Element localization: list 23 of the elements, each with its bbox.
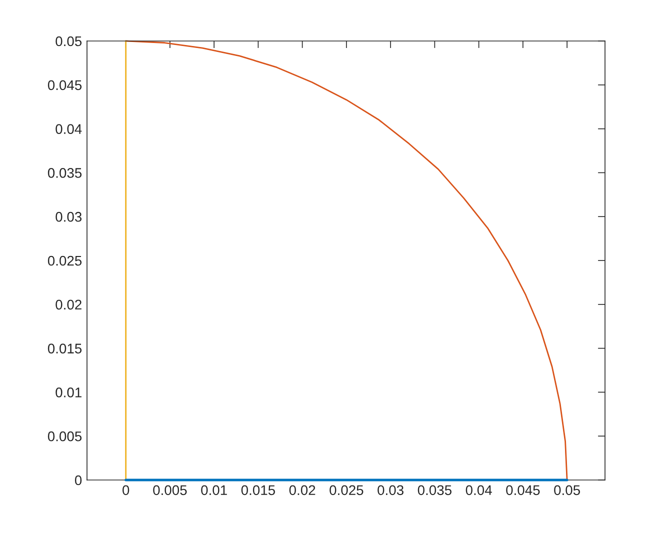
x-tick-label: 0.045 [506, 485, 540, 496]
line-series [125, 40, 568, 481]
y-tick-label: 0.025 [48, 256, 82, 266]
x-tick-label: 0.01 [201, 485, 227, 496]
x-tick-label: 0.005 [153, 485, 187, 496]
x-tick-label: 0.025 [330, 485, 364, 496]
y-tick-label: 0.005 [48, 431, 82, 442]
y-tick-label: 0.01 [56, 388, 82, 398]
x-tick-label: 0.035 [418, 485, 452, 496]
y-tick-label: 0 [74, 475, 82, 486]
x-tick-label: 0.03 [378, 485, 404, 496]
y-tick-label: 0.05 [56, 36, 82, 46]
x-tick-label: 0.02 [289, 485, 316, 496]
x-tick-label: 0.05 [554, 485, 580, 496]
y-tick-label: 0.03 [56, 212, 82, 222]
x-tick-label: 0.04 [466, 485, 492, 496]
y-tick-label: 0.045 [48, 80, 82, 90]
x-tick-label: 0 [122, 485, 130, 496]
y-tick-label: 0.02 [56, 300, 82, 310]
y-tick-label: 0.015 [48, 344, 82, 354]
y-tick-label: 0.035 [48, 168, 82, 178]
y-tick-label: 0.04 [56, 124, 82, 134]
x-tick-label: 0.015 [241, 485, 275, 496]
